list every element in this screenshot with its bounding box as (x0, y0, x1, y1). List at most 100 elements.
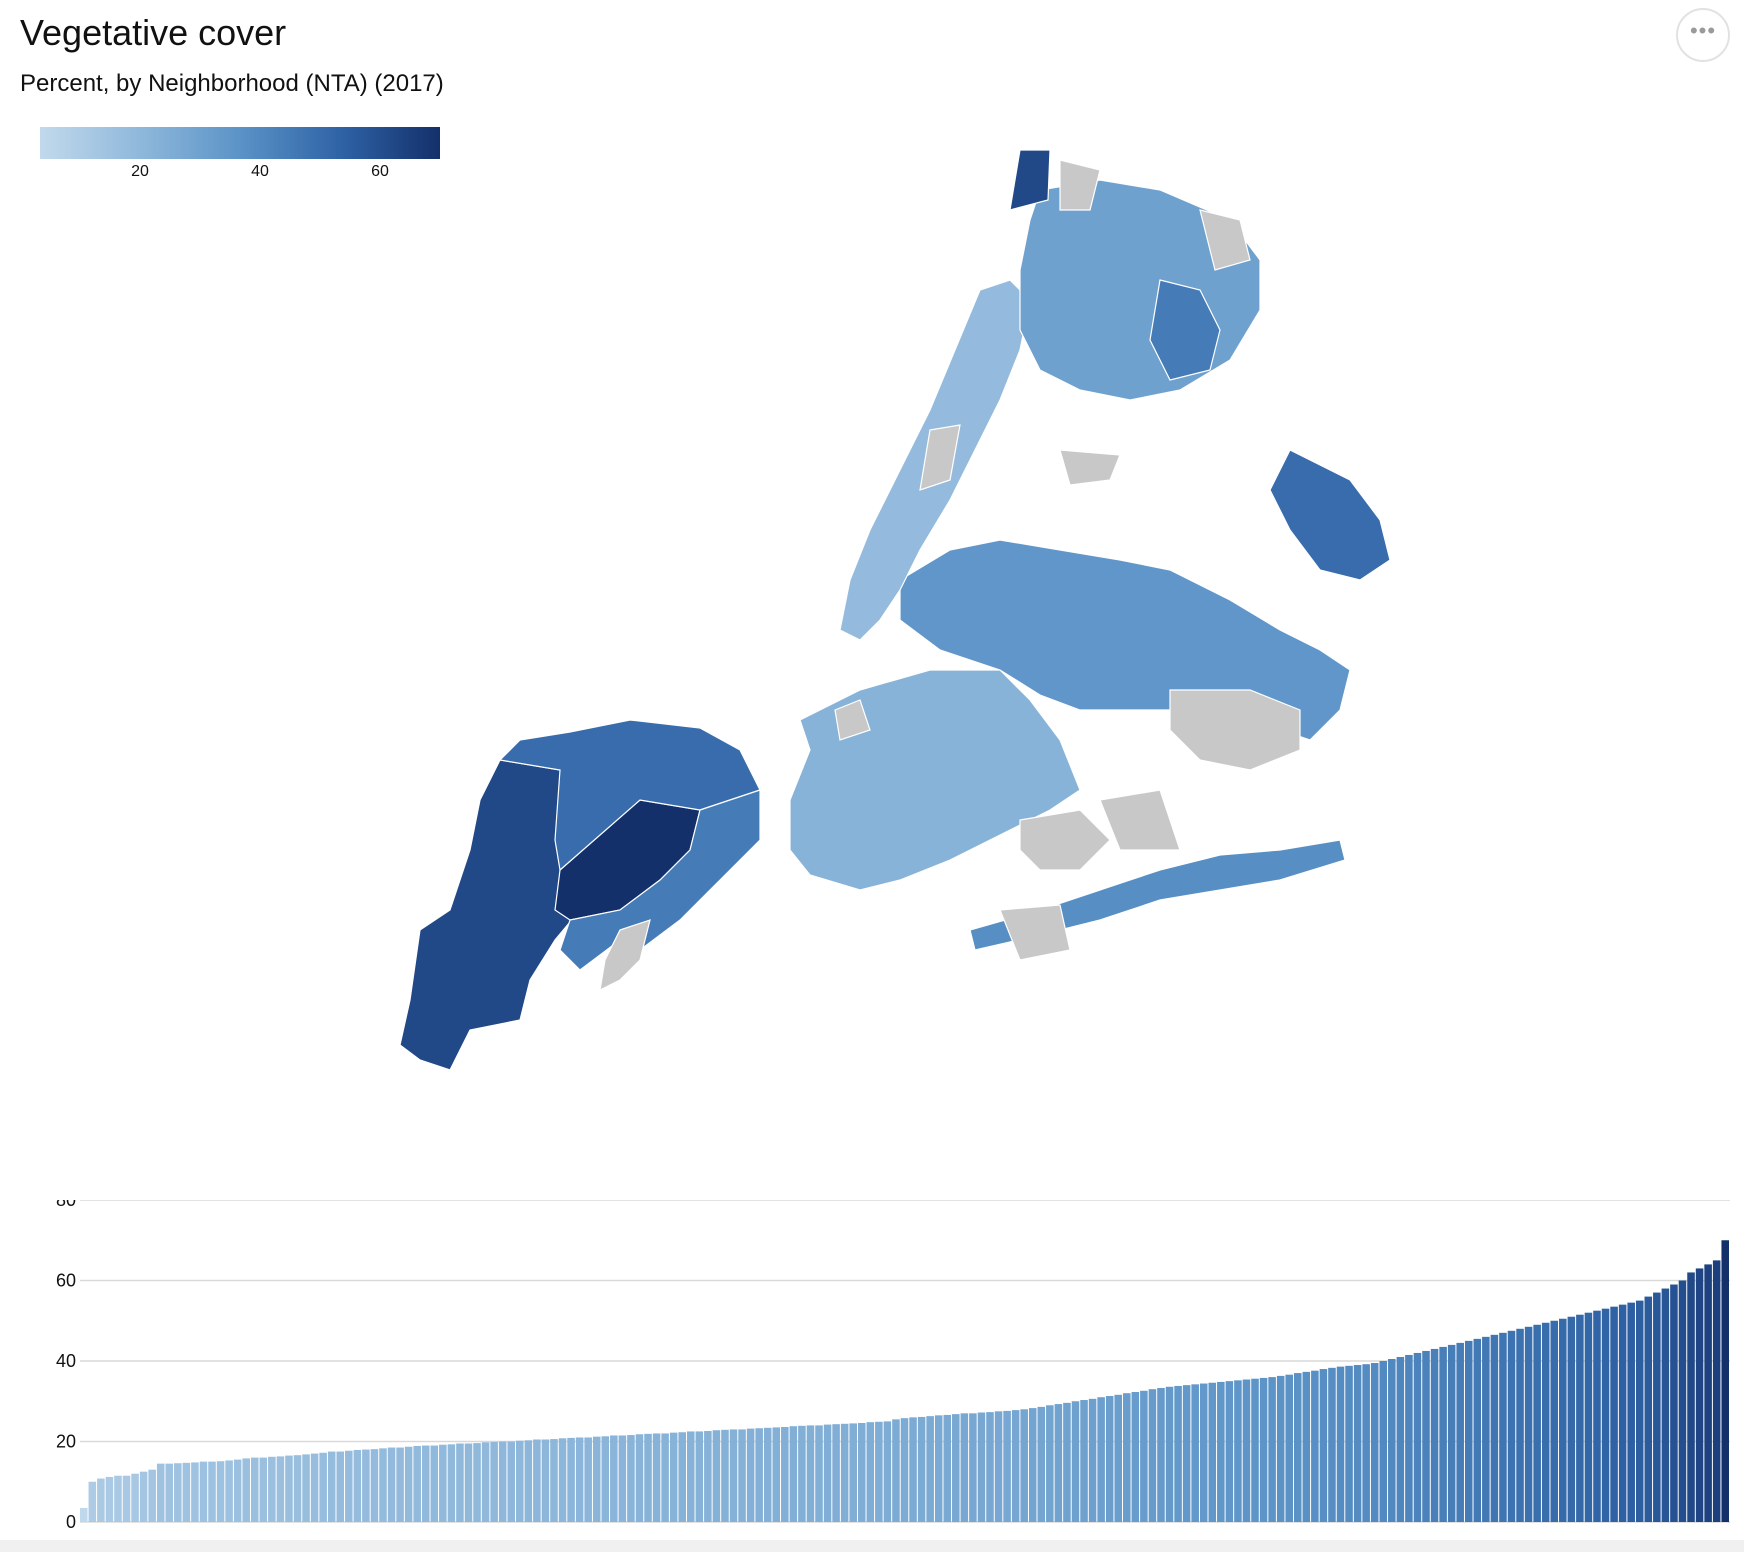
bar[interactable] (516, 1440, 524, 1522)
bar[interactable] (1003, 1410, 1011, 1522)
bar[interactable] (1123, 1393, 1131, 1522)
bar[interactable] (755, 1428, 763, 1522)
bar[interactable] (1635, 1300, 1644, 1523)
bar[interactable] (1430, 1348, 1439, 1522)
bar[interactable] (934, 1415, 943, 1522)
bar[interactable] (490, 1441, 498, 1522)
bar[interactable] (1114, 1394, 1123, 1522)
bar[interactable] (567, 1437, 575, 1522)
bar[interactable] (1695, 1268, 1704, 1522)
bar[interactable] (1225, 1381, 1234, 1523)
bar[interactable] (610, 1435, 618, 1522)
bar[interactable] (695, 1431, 704, 1522)
bar[interactable] (969, 1413, 977, 1522)
bar[interactable] (336, 1451, 345, 1522)
bar[interactable] (763, 1427, 772, 1522)
bar[interactable] (1670, 1284, 1678, 1522)
bar[interactable] (1276, 1375, 1285, 1522)
bar[interactable] (1533, 1324, 1541, 1522)
bar[interactable] (1362, 1364, 1370, 1522)
bar[interactable] (533, 1439, 541, 1522)
bar[interactable] (1054, 1404, 1063, 1522)
bar[interactable] (370, 1449, 379, 1522)
map-region-no-data[interactable] (834, 699, 871, 741)
bar[interactable] (1037, 1406, 1046, 1522)
bar[interactable] (815, 1425, 823, 1522)
bar[interactable] (524, 1440, 533, 1522)
bar[interactable] (1653, 1292, 1661, 1522)
bar[interactable] (1105, 1396, 1114, 1522)
bar[interactable] (1028, 1408, 1037, 1522)
bar[interactable] (1627, 1302, 1635, 1522)
bar[interactable] (345, 1450, 353, 1522)
bar[interactable] (182, 1462, 191, 1522)
bar[interactable] (1370, 1363, 1379, 1522)
bar[interactable] (1618, 1304, 1627, 1522)
bar[interactable] (1285, 1374, 1293, 1522)
bar[interactable] (1097, 1397, 1105, 1522)
bar[interactable] (225, 1460, 233, 1522)
bar[interactable] (1131, 1391, 1140, 1522)
bar[interactable] (1217, 1381, 1225, 1522)
bar[interactable] (122, 1475, 131, 1522)
bar[interactable] (1524, 1326, 1533, 1522)
bar[interactable] (952, 1414, 960, 1522)
bar[interactable] (986, 1412, 994, 1522)
bar[interactable] (900, 1418, 909, 1522)
bar[interactable] (789, 1426, 798, 1522)
bar[interactable] (199, 1461, 208, 1523)
bar[interactable] (738, 1429, 746, 1522)
bar[interactable] (1046, 1405, 1054, 1522)
bar[interactable] (806, 1425, 815, 1522)
bar[interactable] (1704, 1264, 1712, 1522)
map-region-no-data[interactable] (999, 904, 1071, 961)
bar[interactable] (729, 1429, 738, 1522)
bar[interactable] (960, 1413, 969, 1522)
map-region[interactable] (559, 789, 761, 971)
bar[interactable] (396, 1447, 404, 1522)
bar[interactable] (1268, 1377, 1276, 1522)
map-region[interactable] (1149, 279, 1221, 381)
bar[interactable] (1678, 1280, 1687, 1523)
bar[interactable] (558, 1438, 567, 1522)
bar[interactable] (994, 1411, 1003, 1522)
bar[interactable] (310, 1453, 319, 1522)
bar[interactable] (1661, 1288, 1670, 1522)
bar[interactable] (276, 1456, 285, 1522)
bar[interactable] (319, 1452, 327, 1522)
bar[interactable] (704, 1431, 712, 1522)
bar[interactable] (1191, 1384, 1199, 1522)
bar[interactable] (148, 1469, 156, 1522)
bar[interactable] (661, 1433, 669, 1522)
bar[interactable] (917, 1416, 926, 1522)
bar[interactable] (1388, 1358, 1396, 1522)
bar[interactable] (1379, 1361, 1388, 1522)
bar[interactable] (1644, 1296, 1653, 1522)
bar[interactable] (798, 1425, 806, 1522)
bar[interactable] (644, 1433, 652, 1522)
map-region[interactable] (1019, 179, 1261, 401)
bar[interactable] (1490, 1334, 1499, 1522)
bar[interactable] (678, 1432, 686, 1522)
bar[interactable] (268, 1456, 276, 1522)
bar[interactable] (832, 1424, 840, 1522)
bar[interactable] (601, 1436, 610, 1522)
bar[interactable] (456, 1443, 464, 1522)
bar[interactable] (208, 1461, 216, 1523)
bar[interactable] (139, 1471, 148, 1522)
bar[interactable] (592, 1436, 601, 1522)
bar[interactable] (746, 1428, 755, 1522)
bar[interactable] (1199, 1383, 1208, 1522)
bar[interactable] (80, 1507, 88, 1522)
bar[interactable] (1456, 1342, 1464, 1522)
bar[interactable] (1584, 1312, 1593, 1522)
bar[interactable] (866, 1422, 875, 1522)
bar[interactable] (977, 1412, 986, 1522)
bar[interactable] (131, 1473, 139, 1522)
bar[interactable] (1353, 1365, 1362, 1522)
bar[interactable] (285, 1455, 293, 1522)
bar[interactable] (242, 1458, 250, 1522)
bar[interactable] (250, 1457, 259, 1522)
bar[interactable] (191, 1462, 199, 1522)
bar[interactable] (481, 1442, 490, 1522)
